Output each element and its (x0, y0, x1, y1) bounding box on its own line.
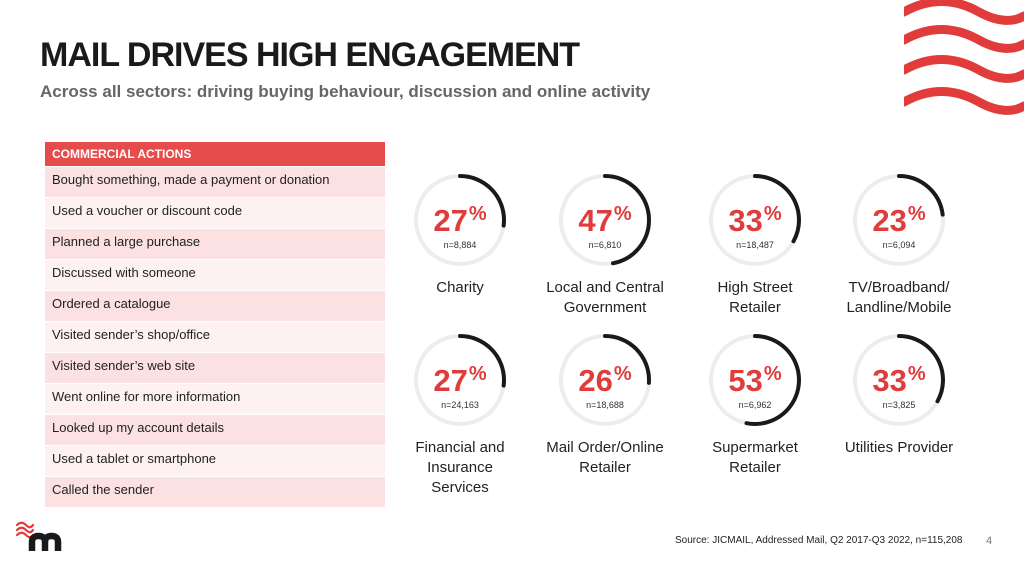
percent-sign: % (763, 203, 782, 225)
sample-size: n=6,810 (588, 240, 622, 250)
action-row: Discussed with someone (45, 260, 385, 290)
sector-card: 27% n=8,884 Charity (385, 170, 535, 298)
action-row: Called the sender (45, 477, 385, 507)
percentage-value: 47% (530, 204, 680, 236)
sector-label-line: Services (431, 479, 489, 496)
percentage-value: 27% (385, 204, 535, 236)
progress-ring (853, 174, 945, 266)
commercial-actions-table: COMMERCIAL ACTIONS Bought something, mad… (45, 142, 385, 507)
percent-sign: % (613, 203, 632, 225)
progress-ring-fill (709, 334, 801, 426)
percentage-number: 26 (578, 363, 613, 398)
percentage-number: 33 (872, 363, 907, 398)
brand-logo (16, 521, 62, 551)
progress-ring-fill (853, 334, 945, 426)
sector-label-line: Supermarket (712, 439, 798, 456)
sector-card: 33% n=18,487 High Street Retailer (680, 170, 830, 318)
sector-label-line: Landline/Mobile (846, 299, 952, 316)
sector-card: 47% n=6,810 Local and Central Government (530, 170, 680, 318)
sector-label-line: TV/Broadband/ (848, 279, 950, 296)
progress-ring (414, 174, 506, 266)
progress-ring-fill (414, 334, 506, 426)
sector-card: 27% n=24,163 Financial and Insurance Service… (385, 330, 535, 498)
action-row: Used a voucher or discount code (45, 198, 385, 228)
progress-ring (709, 334, 801, 426)
action-row: Ordered a catalogue (45, 291, 385, 321)
progress-ring-fill (853, 174, 945, 266)
sector-label-line: Financial and (415, 439, 505, 456)
progress-ring-fill (559, 174, 651, 266)
progress-ring (559, 334, 651, 426)
sector-label-line: Utilities Provider (844, 439, 954, 456)
sample-size: n=6,094 (882, 240, 916, 250)
progress-ring-fill (559, 334, 651, 426)
sector-label-line: Charity (436, 279, 484, 296)
sector-label: TV/Broadband/Landline/Mobile (824, 278, 974, 318)
percent-sign: % (907, 203, 926, 225)
progress-ring-fill (709, 174, 801, 266)
progress-ring (709, 174, 801, 266)
progress-ring (559, 174, 651, 266)
percent-sign: % (763, 363, 782, 385)
page-number: 4 (986, 535, 993, 547)
percentage-value: 23% (824, 204, 974, 236)
percent-sign: % (907, 363, 926, 385)
sector-card: 26% n=18,688 Mail Order/Online Retailer (530, 330, 680, 478)
page-title: MAIL DRIVES HIGH ENGAGEMENT (40, 36, 580, 74)
sector-label: Local and Central Government (530, 278, 680, 318)
sector-label-line: High Street (717, 279, 793, 296)
percentage-number: 33 (728, 203, 763, 238)
wave-decoration (904, 0, 1024, 115)
page-subtitle: Across all sectors: driving buying behav… (40, 82, 651, 101)
percentage-value: 53% (680, 364, 830, 396)
commercial-actions-heading: COMMERCIAL ACTIONS (45, 142, 385, 166)
percentage-number: 53 (728, 363, 763, 398)
sector-label-line: Government (563, 299, 647, 316)
action-row: Bought something, made a payment or dona… (45, 167, 385, 197)
sample-size: n=18,688 (586, 400, 624, 410)
sector-card: 53% n=6,962 Supermarket Retailer (680, 330, 830, 478)
sector-label: Charity (385, 278, 535, 298)
progress-ring-fill (414, 174, 506, 266)
sector-label: High Street Retailer (680, 278, 830, 318)
sector-card: 23% n=6,094 TV/Broadband/Landline/Mobile (824, 170, 974, 318)
action-row: Went online for more information (45, 384, 385, 414)
sector-label-line: Local and Central (546, 279, 664, 296)
percentage-value: 26% (530, 364, 680, 396)
sector-card: 33% n=3,825 Utilities Provider (824, 330, 974, 458)
source-note: Source: JICMAIL, Addressed Mail, Q2 2017… (675, 535, 963, 546)
sample-size: n=3,825 (882, 400, 916, 410)
percent-sign: % (468, 203, 487, 225)
action-row: Visited sender’s shop/office (45, 322, 385, 352)
sector-label: Utilities Provider (824, 438, 974, 458)
percentage-value: 27% (385, 364, 535, 396)
sector-label: Supermarket Retailer (680, 438, 830, 478)
sample-size: n=24,163 (441, 400, 479, 410)
sector-label-line: Retailer (729, 299, 781, 316)
progress-ring (414, 334, 506, 426)
sector-label-line: Insurance (427, 459, 493, 476)
sector-label-line: Retailer (729, 459, 781, 476)
percent-sign: % (468, 363, 487, 385)
sample-size: n=6,962 (738, 400, 772, 410)
sector-label: Mail Order/Online Retailer (530, 438, 680, 478)
percentage-number: 27 (433, 203, 468, 238)
action-row: Used a tablet or smartphone (45, 446, 385, 476)
sample-size: n=18,487 (736, 240, 774, 250)
sector-label-line: Retailer (579, 459, 631, 476)
percentage-value: 33% (680, 204, 830, 236)
percentage-value: 33% (824, 364, 974, 396)
percentage-number: 23 (872, 203, 907, 238)
action-row: Looked up my account details (45, 415, 385, 445)
action-row: Planned a large purchase (45, 229, 385, 259)
progress-ring (853, 334, 945, 426)
sector-label-line: Mail Order/Online (546, 439, 664, 456)
percentage-number: 47 (578, 203, 613, 238)
percent-sign: % (613, 363, 632, 385)
action-row: Visited sender’s web site (45, 353, 385, 383)
sample-size: n=8,884 (443, 240, 477, 250)
sector-label: Financial and Insurance Services (385, 438, 535, 498)
percentage-number: 27 (433, 363, 468, 398)
